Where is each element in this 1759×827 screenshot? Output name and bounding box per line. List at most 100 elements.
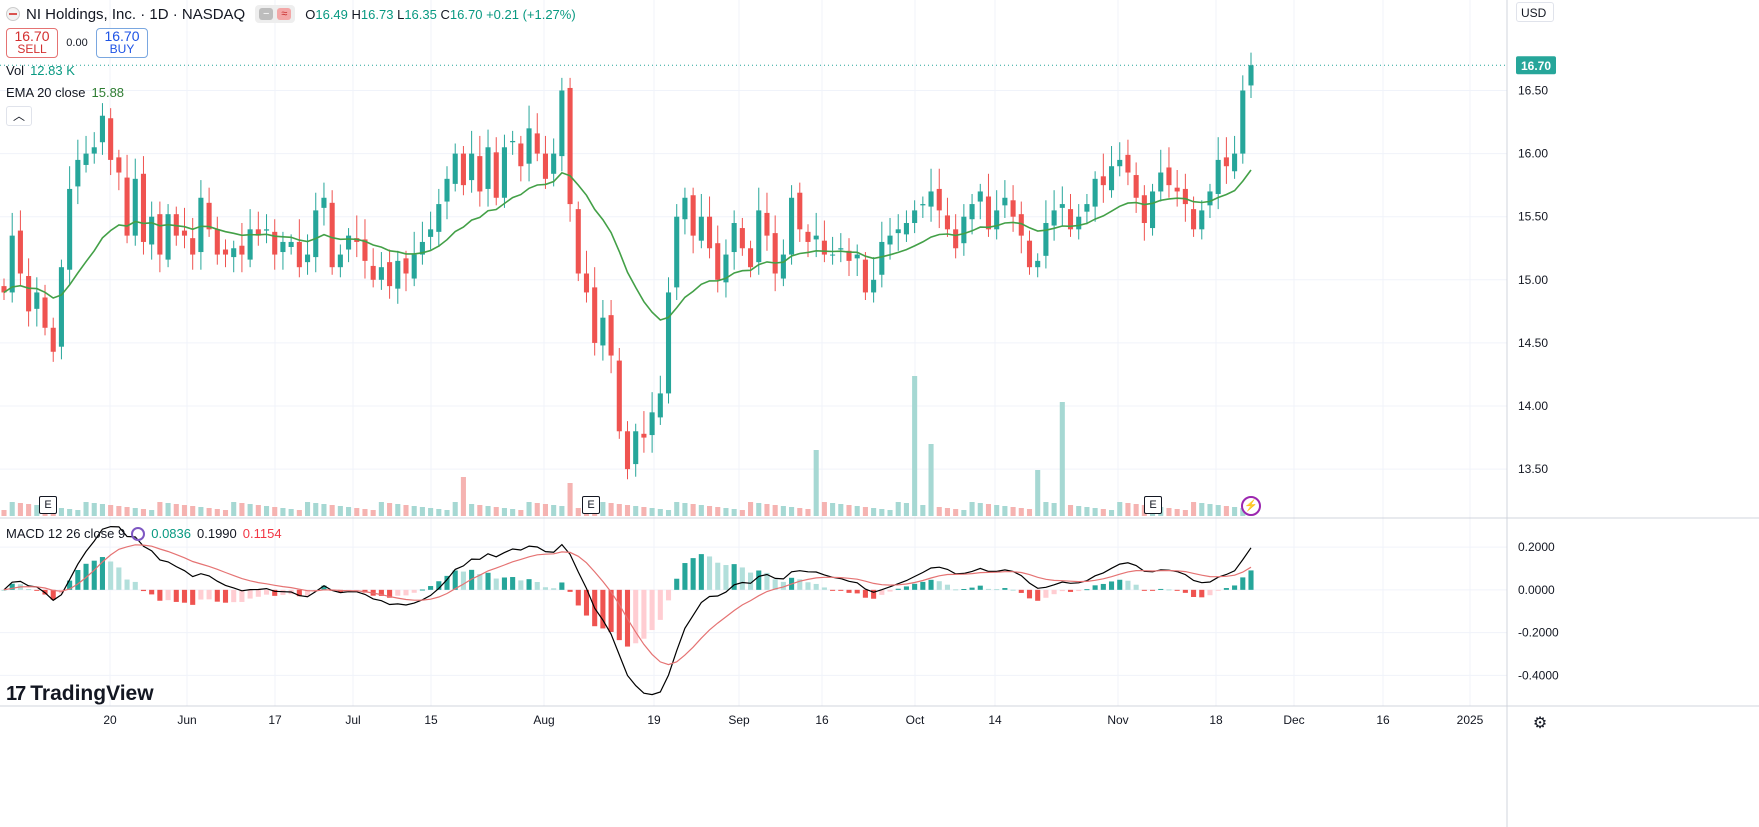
earnings-marker[interactable]: E — [582, 496, 600, 514]
currency-selector[interactable]: USD — [1516, 2, 1554, 22]
macd-hist-bar — [608, 589, 614, 632]
date-tick-label: 16 — [1376, 713, 1390, 727]
volume-bar — [99, 504, 105, 516]
candle — [83, 153, 89, 165]
volume-bar — [1092, 508, 1098, 516]
macd-hist-bar — [485, 572, 491, 590]
candle — [1043, 223, 1049, 256]
candle — [887, 235, 893, 245]
price-tick-label: 16.00 — [1518, 147, 1548, 161]
macd-hist-bar — [157, 589, 163, 601]
volume-bar — [1166, 508, 1172, 516]
volume-bar — [124, 507, 130, 516]
minus-icon[interactable]: − — [259, 8, 274, 20]
header-pill[interactable]: − ≈ — [255, 5, 296, 23]
macd-settings-icon[interactable] — [131, 526, 146, 541]
date-tick-label: Jul — [345, 713, 360, 727]
volume-bar — [108, 505, 114, 516]
earnings-marker[interactable]: E — [39, 496, 57, 514]
candle — [387, 262, 393, 287]
candle — [764, 212, 770, 236]
macd-hist-bar — [567, 589, 573, 592]
date-tick-label: 15 — [424, 713, 438, 727]
chevron-up-icon[interactable]: ︿ — [6, 106, 32, 126]
volume-bar — [34, 505, 40, 516]
earnings-marker[interactable]: E — [1144, 496, 1162, 514]
candle — [871, 279, 877, 293]
macd-hist-bar — [674, 578, 680, 590]
tradingview-logo[interactable]: 17 TradingView — [6, 682, 154, 705]
date-tick-label: 2025 — [1457, 713, 1484, 727]
candle — [1182, 188, 1188, 205]
macd-hist-bar — [444, 575, 450, 590]
macd-hist-bar — [1232, 585, 1238, 590]
candle — [567, 87, 573, 205]
price-tick-label: 16.50 — [1518, 83, 1548, 97]
macd-tick-label: -0.2000 — [1518, 626, 1559, 640]
volume-bar — [641, 507, 647, 516]
macd-hist-bar — [994, 589, 1000, 591]
macd-hist-bar — [575, 589, 581, 606]
candle — [1232, 153, 1238, 172]
macd-hist-bar — [953, 589, 959, 591]
volume-bar — [920, 505, 926, 516]
macd-hist-bar — [600, 589, 606, 629]
macd-hist-bar — [280, 589, 286, 595]
sell-button[interactable]: 16.70 SELL — [6, 28, 58, 58]
macd-hist-bar — [887, 589, 893, 592]
date-tick-label: Sep — [728, 713, 750, 727]
macd-hist-bar — [1125, 580, 1131, 590]
volume-bar — [239, 503, 245, 516]
macd-hist-bar — [944, 584, 950, 590]
macd-hist-bar — [411, 589, 417, 593]
symbol-title[interactable]: NI Holdings, Inc. · 1D · NASDAQ — [26, 5, 246, 23]
lightning-icon[interactable]: ⚡ — [1241, 496, 1261, 516]
candle — [149, 216, 155, 245]
volume-bar — [321, 504, 327, 516]
macd-hist-bar — [1166, 589, 1172, 591]
macd-hist-bar — [1223, 588, 1229, 590]
candle — [444, 178, 450, 202]
macd-hist-bar — [977, 585, 983, 590]
volume-bar — [436, 509, 442, 516]
candle — [272, 231, 278, 255]
candle — [501, 147, 507, 198]
macd-hist-bar — [206, 589, 212, 600]
volume-bar — [469, 504, 475, 516]
candle — [1174, 187, 1180, 192]
macd-hist-bar — [739, 567, 745, 590]
ema-legend[interactable]: EMA 20 close 15.88 — [6, 85, 125, 100]
volume-bar — [739, 510, 745, 516]
volume-bar — [665, 510, 672, 516]
macd-hist-bar — [460, 571, 466, 590]
candle — [682, 197, 688, 220]
volume-bar — [633, 506, 639, 516]
volume-bar — [871, 508, 877, 516]
approx-icon[interactable]: ≈ — [277, 8, 292, 20]
last-price-tag — [1516, 56, 1556, 75]
price-tick-label: 15.00 — [1518, 273, 1548, 287]
candle — [698, 216, 704, 241]
candle — [542, 153, 549, 179]
gear-icon[interactable]: ⚙ — [1532, 715, 1548, 732]
volume-bar — [1002, 506, 1008, 516]
price-tick-label: 14.00 — [1518, 399, 1548, 413]
candle — [436, 204, 442, 232]
macd-legend[interactable]: MACD 12 26 close 9 0.0836 0.1990 0.1154 — [6, 526, 282, 541]
macd-hist-bar — [403, 589, 409, 596]
macd-hist-bar — [378, 589, 384, 596]
candle — [288, 241, 294, 247]
volume-bar — [190, 506, 196, 516]
volume-bar — [510, 509, 516, 516]
date-tick-label: 19 — [647, 713, 661, 727]
candle — [1248, 65, 1254, 86]
chart-header: NI Holdings, Inc. · 1D · NASDAQ − ≈ O16.… — [6, 3, 576, 25]
candle — [616, 360, 622, 432]
volume-legend[interactable]: Vol 12.83 K — [6, 63, 75, 78]
macd-hist-bar — [501, 577, 507, 590]
macd-hist-bar — [526, 579, 532, 590]
volume-bar — [748, 502, 754, 516]
macd-hist-bar — [616, 589, 622, 641]
buy-button[interactable]: 16.70 BUY — [96, 28, 148, 58]
